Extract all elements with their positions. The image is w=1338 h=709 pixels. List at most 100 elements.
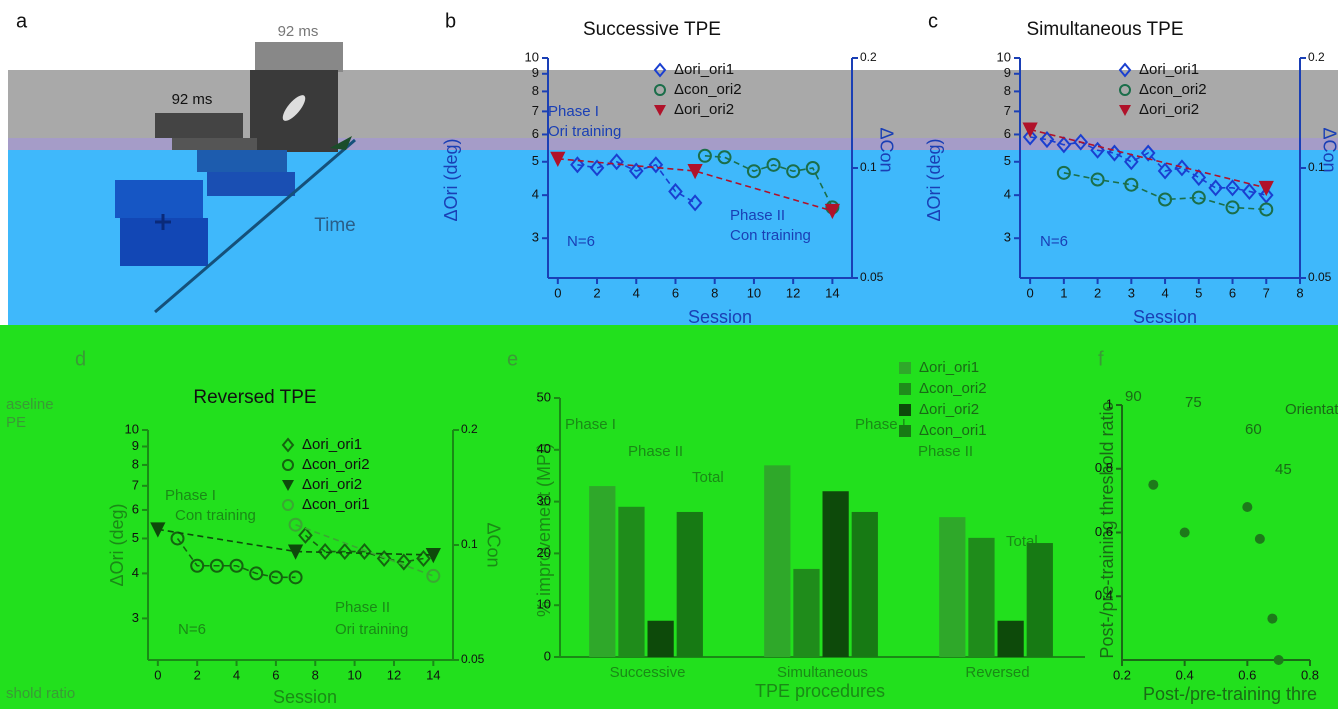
x-tick-label: 5	[1195, 285, 1202, 300]
chart-title: Reversed TPE	[193, 387, 316, 408]
y-tick-label: 5	[532, 153, 539, 168]
series-line	[157, 528, 434, 556]
x-tick-label: 0	[1027, 285, 1034, 300]
x-tick-label: 12	[387, 667, 401, 682]
annotation: Ori training	[335, 621, 408, 638]
y-axis-label: ΔOri (deg)	[107, 503, 127, 586]
annotation: Total	[692, 469, 724, 486]
y-tick-label: 40	[537, 441, 551, 456]
annotation: 60	[1245, 421, 1262, 438]
bar	[968, 537, 995, 657]
x-tick-label: 10	[747, 285, 761, 300]
y2-tick-label: 0.05	[461, 652, 485, 666]
stimulus-frame	[155, 113, 243, 138]
x-tick-label: 14	[426, 667, 440, 682]
y-tick-label: 9	[1004, 65, 1011, 80]
panel-label: f	[1098, 348, 1104, 370]
legend-label: Δori_ori1	[919, 359, 979, 376]
marker	[150, 522, 166, 538]
x-tick-label: 0.2	[1113, 667, 1131, 682]
legend-label: Δori_ori2	[919, 401, 979, 418]
legend-marker	[1119, 84, 1131, 96]
y-tick-label: 10	[537, 597, 551, 612]
y-tick-label: 10	[997, 49, 1011, 64]
series-line	[557, 157, 833, 212]
marker	[786, 164, 801, 179]
fragment-text: aseline	[6, 396, 54, 413]
y2-tick-label: 0.05	[1308, 270, 1332, 284]
bar	[997, 620, 1024, 657]
stimulus-frame	[172, 138, 257, 150]
legend-marker	[653, 62, 667, 78]
marker	[609, 153, 624, 171]
marker	[1039, 131, 1055, 149]
x-tick-label: 0.8	[1301, 667, 1319, 682]
annotation: Con training	[175, 507, 256, 524]
y-tick-label: 0.6	[1095, 524, 1113, 539]
annotation: Phase I	[548, 103, 599, 120]
annotation: Phase I	[855, 416, 906, 433]
x-axis-label: TPE procedures	[755, 681, 885, 701]
marker	[628, 162, 644, 180]
marker	[1090, 172, 1105, 187]
series-line	[1029, 128, 1267, 189]
x-tick-label: 8	[1296, 285, 1303, 300]
marker	[1056, 136, 1072, 154]
y2-tick-label: 0.2	[860, 50, 877, 64]
bar	[1026, 543, 1053, 657]
y-tick-label: 8	[132, 456, 139, 471]
x-tick-label: 0.4	[1176, 667, 1194, 682]
y-tick-label: 10	[525, 49, 539, 64]
x-tick-label: 12	[786, 285, 800, 300]
legend-marker	[899, 362, 911, 374]
x-tick-label: 6	[672, 285, 679, 300]
y-axis-label: Post-/pre-training threshold ratio	[1097, 401, 1117, 658]
stimulus-frame	[197, 150, 287, 172]
y-tick-label: 0.8	[1095, 460, 1113, 475]
x-tick-label: 2	[593, 285, 600, 300]
annotation: Ori training	[548, 123, 621, 140]
x-tick-label: 8	[312, 667, 319, 682]
y-tick-label: 9	[132, 438, 139, 453]
y-tick-label: 6	[532, 126, 539, 141]
point	[1254, 533, 1265, 544]
y-tick-label: 8	[532, 83, 539, 98]
marker	[1022, 128, 1038, 146]
legend-label: Δori_ori1	[302, 436, 362, 453]
x-tick-label: 10	[347, 667, 361, 682]
panel-label: a	[16, 10, 28, 32]
marker	[425, 547, 441, 564]
marker	[1242, 182, 1257, 201]
fragment-text: PE	[6, 414, 26, 431]
y2-axis-label: ΔCon	[1319, 127, 1338, 172]
series-line	[704, 154, 834, 208]
fixation-cross	[155, 214, 171, 230]
marker	[1258, 180, 1274, 197]
marker	[229, 558, 244, 573]
x-tick-label: 1	[1060, 285, 1067, 300]
y-tick-label: 9	[532, 65, 539, 80]
y-tick-label: 30	[537, 493, 551, 508]
legend-marker	[654, 84, 666, 96]
y-tick-label: 4	[132, 565, 139, 580]
x-tick-label: Simultaneous	[777, 664, 868, 681]
marker	[1158, 192, 1173, 207]
legend-label: Δcon_ori2	[919, 380, 987, 397]
legend-marker	[282, 499, 294, 511]
y-tick-label: 50	[537, 389, 551, 404]
bar	[676, 511, 703, 657]
annotation: Phase II	[918, 443, 973, 460]
chart-title: Simultaneous TPE	[1026, 19, 1183, 40]
series-line	[577, 160, 696, 204]
annotation: Phase I	[165, 487, 216, 504]
y-tick-label: 7	[532, 103, 539, 118]
y-tick-label: 3	[532, 230, 539, 245]
legend-label: Δcon_ori2	[1139, 81, 1207, 98]
point	[1179, 527, 1190, 538]
y2-axis-label: ΔCon	[483, 522, 503, 567]
annotation: Phase I	[565, 416, 616, 433]
bar	[647, 620, 674, 657]
x-tick-label: Reversed	[965, 664, 1029, 681]
y-tick-label: 0.4	[1095, 588, 1113, 603]
stimulus-frame	[207, 172, 295, 196]
